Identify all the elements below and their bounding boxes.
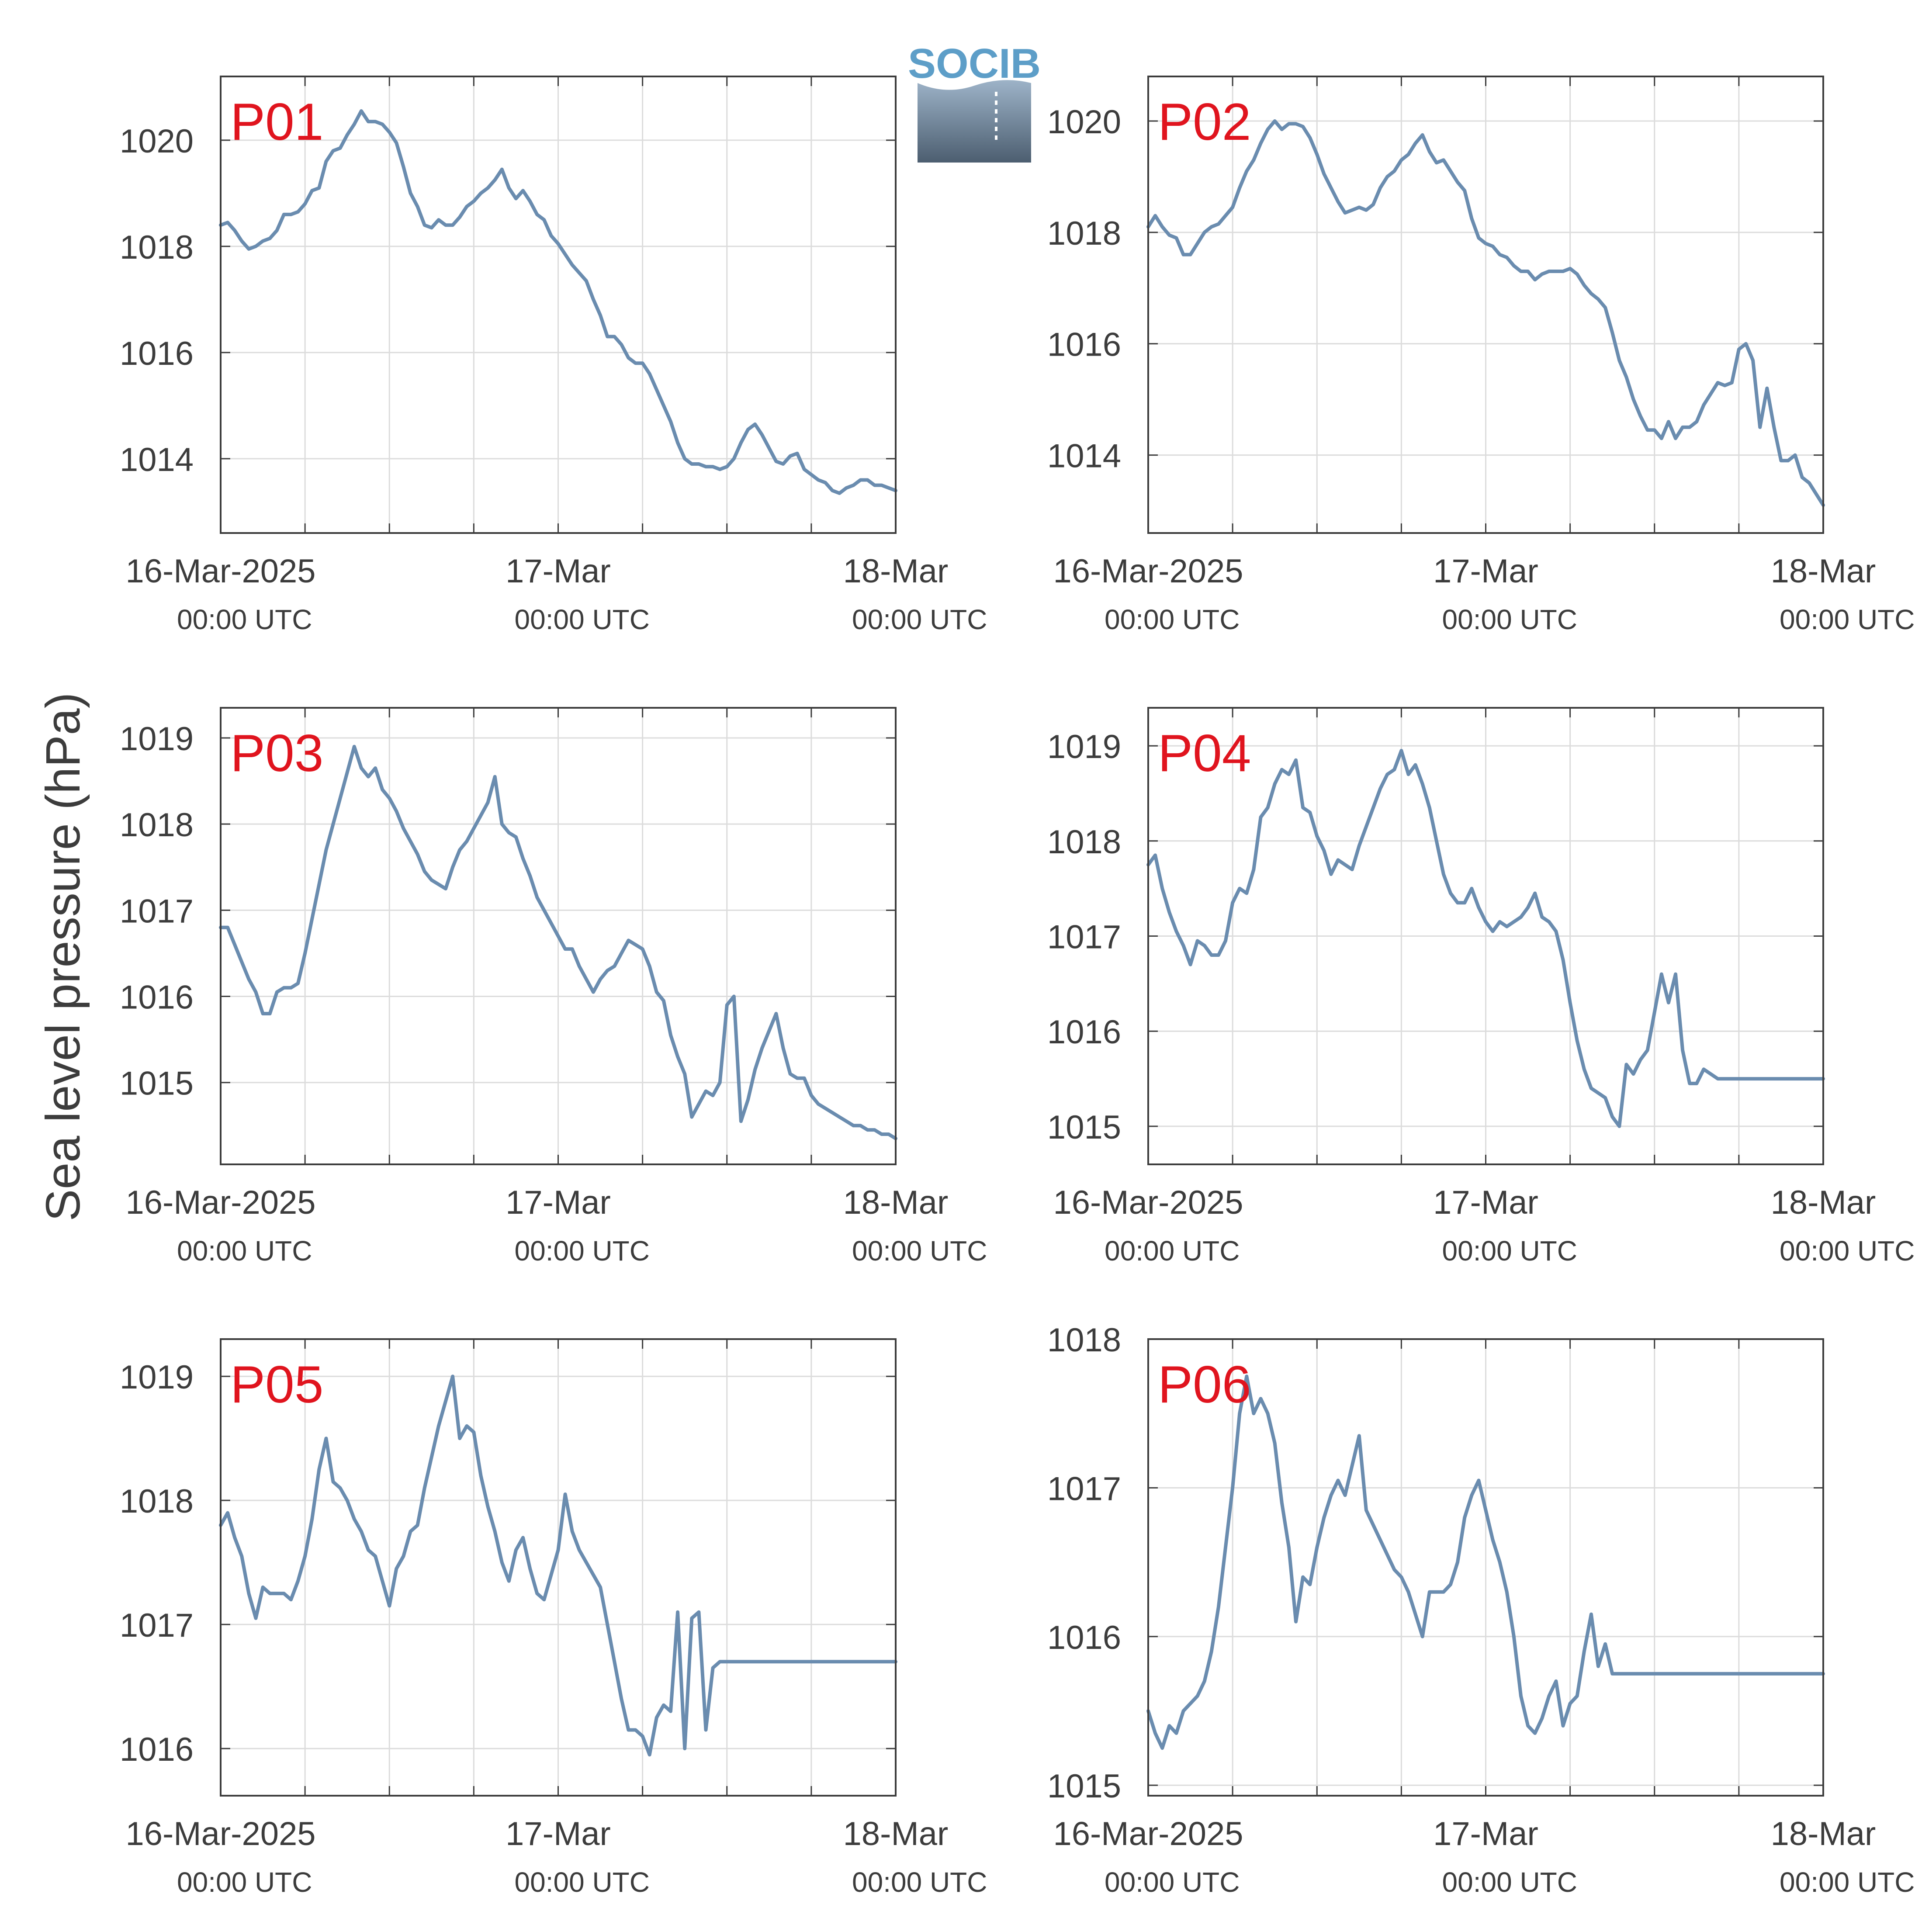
x-tick-sublabel: 00:00 UTC bbox=[515, 1235, 650, 1267]
y-tick-label: 1018 bbox=[120, 229, 194, 266]
x-tick-sublabel: 00:00 UTC bbox=[1780, 604, 1915, 635]
x-tick-sublabel: 00:00 UTC bbox=[515, 1866, 650, 1898]
x-tick-label: 18-Mar bbox=[843, 1815, 949, 1852]
axes-frame bbox=[220, 76, 897, 534]
y-tick-label: 1016 bbox=[1047, 326, 1121, 364]
chart-panel-p03: 1015 1016 1017 1018 1019 P03 16-Mar-2025 00:00 … bbox=[120, 707, 987, 1267]
y-tick-label: 1019 bbox=[120, 720, 194, 758]
x-tick-label: 18-Mar bbox=[1771, 553, 1876, 590]
y-tick-label: 1016 bbox=[1047, 1619, 1121, 1656]
x-tick-label: 17-Mar bbox=[1433, 553, 1538, 590]
series-line-p02 bbox=[1146, 119, 1825, 507]
y-tick-label: 1015 bbox=[1047, 1109, 1121, 1146]
x-tick-sublabel: 00:00 UTC bbox=[1442, 1235, 1577, 1267]
y-tick-label: 1018 bbox=[1047, 1322, 1121, 1359]
y-tick-label: 1018 bbox=[120, 807, 194, 844]
x-tick-label: 17-Mar bbox=[1433, 1184, 1538, 1221]
x-tick-sublabel: 00:00 UTC bbox=[177, 1235, 312, 1267]
x-tick-sublabel: 00:00 UTC bbox=[1780, 1866, 1915, 1898]
x-tick-sublabel: 00:00 UTC bbox=[1442, 604, 1577, 635]
x-tick-label: 16-Mar-2025 bbox=[1053, 1184, 1243, 1221]
x-tick-label: 18-Mar bbox=[1771, 1184, 1876, 1221]
y-tick-label: 1016 bbox=[120, 335, 194, 372]
panel-label: P06 bbox=[1158, 1355, 1251, 1414]
x-tick-sublabel: 00:00 UTC bbox=[177, 1866, 312, 1898]
y-tick-label: 1015 bbox=[120, 1065, 194, 1102]
axes-frame bbox=[1147, 1338, 1824, 1797]
x-tick-sublabel: 00:00 UTC bbox=[1105, 604, 1240, 635]
y-tick-label: 1019 bbox=[120, 1359, 194, 1396]
x-tick-sublabel: 00:00 UTC bbox=[177, 604, 312, 635]
x-tick-label: 18-Mar bbox=[843, 1184, 949, 1221]
x-tick-label: 17-Mar bbox=[506, 1184, 611, 1221]
panel-label: P02 bbox=[1158, 93, 1251, 151]
x-tick-label: 18-Mar bbox=[843, 553, 949, 590]
axes-frame bbox=[220, 707, 897, 1165]
panel-label: P05 bbox=[230, 1355, 324, 1414]
x-tick-sublabel: 00:00 UTC bbox=[515, 604, 650, 635]
x-tick-sublabel: 00:00 UTC bbox=[852, 1866, 987, 1898]
x-tick-label: 17-Mar bbox=[1433, 1815, 1538, 1852]
series-line-p05 bbox=[219, 1375, 897, 1757]
x-tick-sublabel: 00:00 UTC bbox=[1105, 1866, 1240, 1898]
x-tick-label: 16-Mar-2025 bbox=[1053, 553, 1243, 590]
y-tick-label: 1016 bbox=[120, 979, 194, 1016]
y-tick-label: 1020 bbox=[1047, 104, 1121, 141]
axes-frame bbox=[220, 1338, 897, 1797]
axes-frame bbox=[1147, 76, 1824, 534]
x-tick-sublabel: 00:00 UTC bbox=[1780, 1235, 1915, 1267]
y-tick-label: 1019 bbox=[1047, 728, 1121, 765]
chart-panel-p02: 1014 1016 1018 1020 P02 16-Mar-2025 00:00 UTC 1… bbox=[1047, 76, 1915, 635]
y-tick-label: 1017 bbox=[1047, 1470, 1121, 1507]
chart-panel-p04: 1015 1016 1017 1018 1019 P04 16-Mar-2025 00:00 … bbox=[1047, 707, 1915, 1267]
y-tick-label: 1014 bbox=[120, 441, 194, 478]
y-tick-label: 1018 bbox=[120, 1483, 194, 1520]
logo-text: SOCIB bbox=[908, 40, 1041, 87]
socib-logo: SOCIB bbox=[908, 40, 1041, 163]
y-axis-label: Sea level pressure (hPa) bbox=[36, 692, 90, 1222]
panel-label: P03 bbox=[230, 724, 324, 782]
y-tick-label: 1017 bbox=[120, 1607, 194, 1644]
chart-panel-p05: 1016 1017 1018 1019 P05 16-Mar-2025 00:00 UTC 1… bbox=[120, 1338, 987, 1898]
series-line-p06 bbox=[1146, 1375, 1825, 1750]
chart-panel-p01: 1014 1016 1018 1020 P01 16-Mar-2025 00:00 UTC 1… bbox=[120, 76, 987, 635]
x-tick-label: 16-Mar-2025 bbox=[125, 553, 315, 590]
panel-label: P01 bbox=[230, 93, 324, 151]
y-tick-label: 1018 bbox=[1047, 215, 1121, 252]
y-tick-label: 1014 bbox=[1047, 438, 1121, 475]
y-tick-label: 1020 bbox=[120, 123, 194, 160]
series-line-p04 bbox=[1146, 749, 1825, 1128]
panel-label: P04 bbox=[1158, 724, 1251, 782]
x-tick-sublabel: 00:00 UTC bbox=[852, 604, 987, 635]
y-tick-label: 1017 bbox=[120, 893, 194, 930]
x-tick-sublabel: 00:00 UTC bbox=[852, 1235, 987, 1267]
chart-panel-p06: 1015 1016 1017 1018 P06 16-Mar-2025 00:00 UTC 1… bbox=[1047, 1322, 1915, 1898]
x-tick-label: 16-Mar-2025 bbox=[1053, 1815, 1243, 1852]
y-tick-label: 1016 bbox=[120, 1731, 194, 1768]
x-tick-label: 16-Mar-2025 bbox=[125, 1815, 315, 1852]
x-tick-sublabel: 00:00 UTC bbox=[1105, 1235, 1240, 1267]
y-tick-label: 1017 bbox=[1047, 919, 1121, 956]
y-tick-label: 1018 bbox=[1047, 824, 1121, 861]
x-tick-sublabel: 00:00 UTC bbox=[1442, 1866, 1577, 1898]
series-line-p03 bbox=[219, 744, 897, 1140]
x-tick-label: 18-Mar bbox=[1771, 1815, 1876, 1852]
x-tick-label: 17-Mar bbox=[506, 553, 611, 590]
axes-frame bbox=[1147, 707, 1824, 1165]
y-tick-label: 1016 bbox=[1047, 1014, 1121, 1051]
series-line-p01 bbox=[219, 109, 897, 495]
y-tick-label: 1015 bbox=[1047, 1768, 1121, 1805]
x-tick-label: 17-Mar bbox=[506, 1815, 611, 1852]
x-tick-label: 16-Mar-2025 bbox=[125, 1184, 315, 1221]
